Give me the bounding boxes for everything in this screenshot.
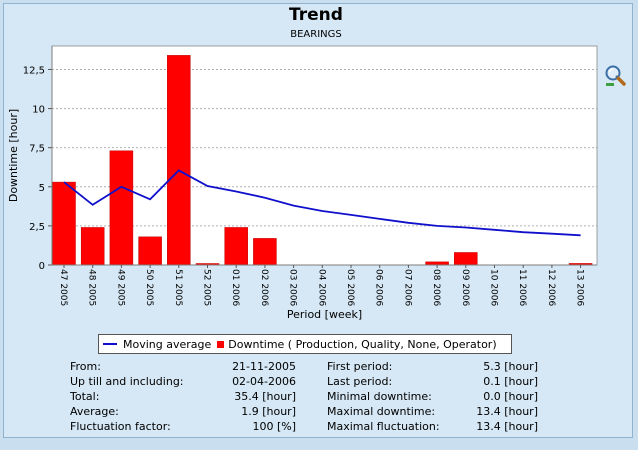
chart-title: Trend bbox=[289, 5, 343, 25]
y-tick-label: 5 bbox=[39, 183, 45, 194]
stat-row: Last period: 0.1 [hour] bbox=[327, 374, 538, 389]
downtime-bar bbox=[109, 150, 134, 266]
stat-row: From: 21-11-2005 bbox=[70, 359, 296, 374]
x-tick-label: 05 2006 bbox=[345, 269, 355, 306]
y-tick-label: 12,5 bbox=[23, 65, 45, 76]
stat-label: Minimal downtime: bbox=[327, 390, 432, 403]
downtime-bar bbox=[138, 236, 162, 266]
stat-row: Average: 1.9 [hour] bbox=[70, 404, 296, 419]
x-tick-label: 49 2005 bbox=[115, 269, 125, 306]
stat-row: Fluctuation factor: 100 [%] bbox=[70, 419, 296, 434]
x-tick-label: 07 2006 bbox=[402, 269, 412, 306]
x-tick-label: 13 2006 bbox=[575, 269, 585, 306]
zoom-button[interactable] bbox=[604, 64, 628, 88]
x-tick-label: 10 2006 bbox=[489, 269, 499, 306]
stat-label: Up till and including: bbox=[70, 375, 184, 388]
stat-label: Maximal downtime: bbox=[327, 405, 436, 418]
x-tick-label: 51 2005 bbox=[173, 269, 183, 306]
y-tick-label: 0 bbox=[39, 261, 45, 272]
trend-chart: 0 2,5 5 7,5 10 12,5 47 2005 48 2005 49 2005 50 20… bbox=[7, 45, 598, 321]
stat-value: 0.1 [hour] bbox=[483, 375, 538, 388]
magnifier-icon bbox=[605, 65, 626, 86]
x-tick-label: 48 2005 bbox=[87, 269, 97, 306]
downtime-bar bbox=[52, 181, 76, 266]
chart-subtitle: BEARINGS bbox=[290, 29, 342, 40]
stat-value: 0.0 [hour] bbox=[483, 390, 538, 403]
stat-value: 100 [%] bbox=[252, 420, 296, 433]
x-tick-label: 08 2006 bbox=[431, 269, 441, 306]
stat-value: 35.4 [hour] bbox=[234, 390, 296, 403]
x-tick-label: 01 2006 bbox=[230, 269, 240, 306]
stat-row: Maximal downtime: 13.4 [hour] bbox=[327, 404, 538, 419]
x-tick-label: 52 2005 bbox=[202, 269, 212, 306]
y-tick-label: 7,5 bbox=[29, 144, 45, 155]
stat-value: 13.4 [hour] bbox=[476, 420, 538, 433]
stats-left: From: 21-11-2005 Up till and including: 02… bbox=[70, 359, 296, 434]
stat-value: 13.4 [hour] bbox=[476, 405, 538, 418]
legend-moving-average: Moving average bbox=[123, 337, 212, 351]
x-axis-label: Period [week] bbox=[287, 308, 362, 321]
moving-average-line bbox=[63, 169, 581, 237]
stat-value: 02-04-2006 bbox=[232, 375, 296, 388]
stat-row: First period: 5.3 [hour] bbox=[327, 359, 538, 374]
y-tick-label: 2,5 bbox=[29, 222, 45, 233]
chart-legend: Moving average Downtime ( Production, Qu… bbox=[98, 334, 512, 354]
stat-label: Maximal fluctuation: bbox=[327, 420, 440, 433]
stat-label: First period: bbox=[327, 360, 393, 373]
stat-label: From: bbox=[70, 360, 101, 373]
downtime-bar bbox=[80, 227, 105, 266]
x-tick-label: 02 2006 bbox=[259, 269, 269, 306]
x-tick-label: 04 2006 bbox=[316, 269, 326, 306]
x-tick-label: 12 2006 bbox=[546, 269, 556, 306]
stat-label: Fluctuation factor: bbox=[70, 420, 171, 433]
downtime-bar bbox=[167, 55, 191, 266]
plot-border bbox=[51, 45, 598, 266]
stat-row: Total: 35.4 [hour] bbox=[70, 389, 296, 404]
stat-row: Up till and including: 02-04-2006 bbox=[70, 374, 296, 389]
stat-label: Average: bbox=[70, 405, 119, 418]
downtime-bar bbox=[224, 227, 248, 266]
x-tick-label: 09 2006 bbox=[460, 269, 470, 306]
downtime-bar bbox=[454, 252, 478, 266]
stat-row: Maximal fluctuation: 13.4 [hour] bbox=[327, 419, 538, 434]
legend-line-swatch bbox=[103, 343, 117, 345]
stat-label: Total: bbox=[70, 390, 100, 403]
x-tick-label: 50 2005 bbox=[144, 269, 154, 306]
legend-downtime: Downtime ( Production, Quality, None, Op… bbox=[228, 337, 497, 351]
y-axis-label: Downtime [hour] bbox=[7, 109, 20, 202]
plot-area bbox=[52, 46, 597, 265]
stat-value: 1.9 [hour] bbox=[241, 405, 296, 418]
stats-right: First period: 5.3 [hour] Last period: 0.1 … bbox=[327, 359, 538, 434]
stat-value: 5.3 [hour] bbox=[483, 360, 538, 373]
legend-bar-swatch bbox=[217, 340, 225, 348]
stat-label: Last period: bbox=[327, 375, 393, 388]
stat-row: Minimal downtime: 0.0 [hour] bbox=[327, 389, 538, 404]
stat-value: 21-11-2005 bbox=[232, 360, 296, 373]
x-tick-label: 03 2006 bbox=[288, 269, 298, 306]
x-tick-label: 11 2006 bbox=[517, 269, 527, 306]
downtime-bar bbox=[253, 238, 277, 266]
x-tick-label: 06 2006 bbox=[374, 269, 384, 306]
y-tick-label: 10 bbox=[32, 105, 45, 116]
x-tick-label: 47 2005 bbox=[58, 269, 68, 306]
